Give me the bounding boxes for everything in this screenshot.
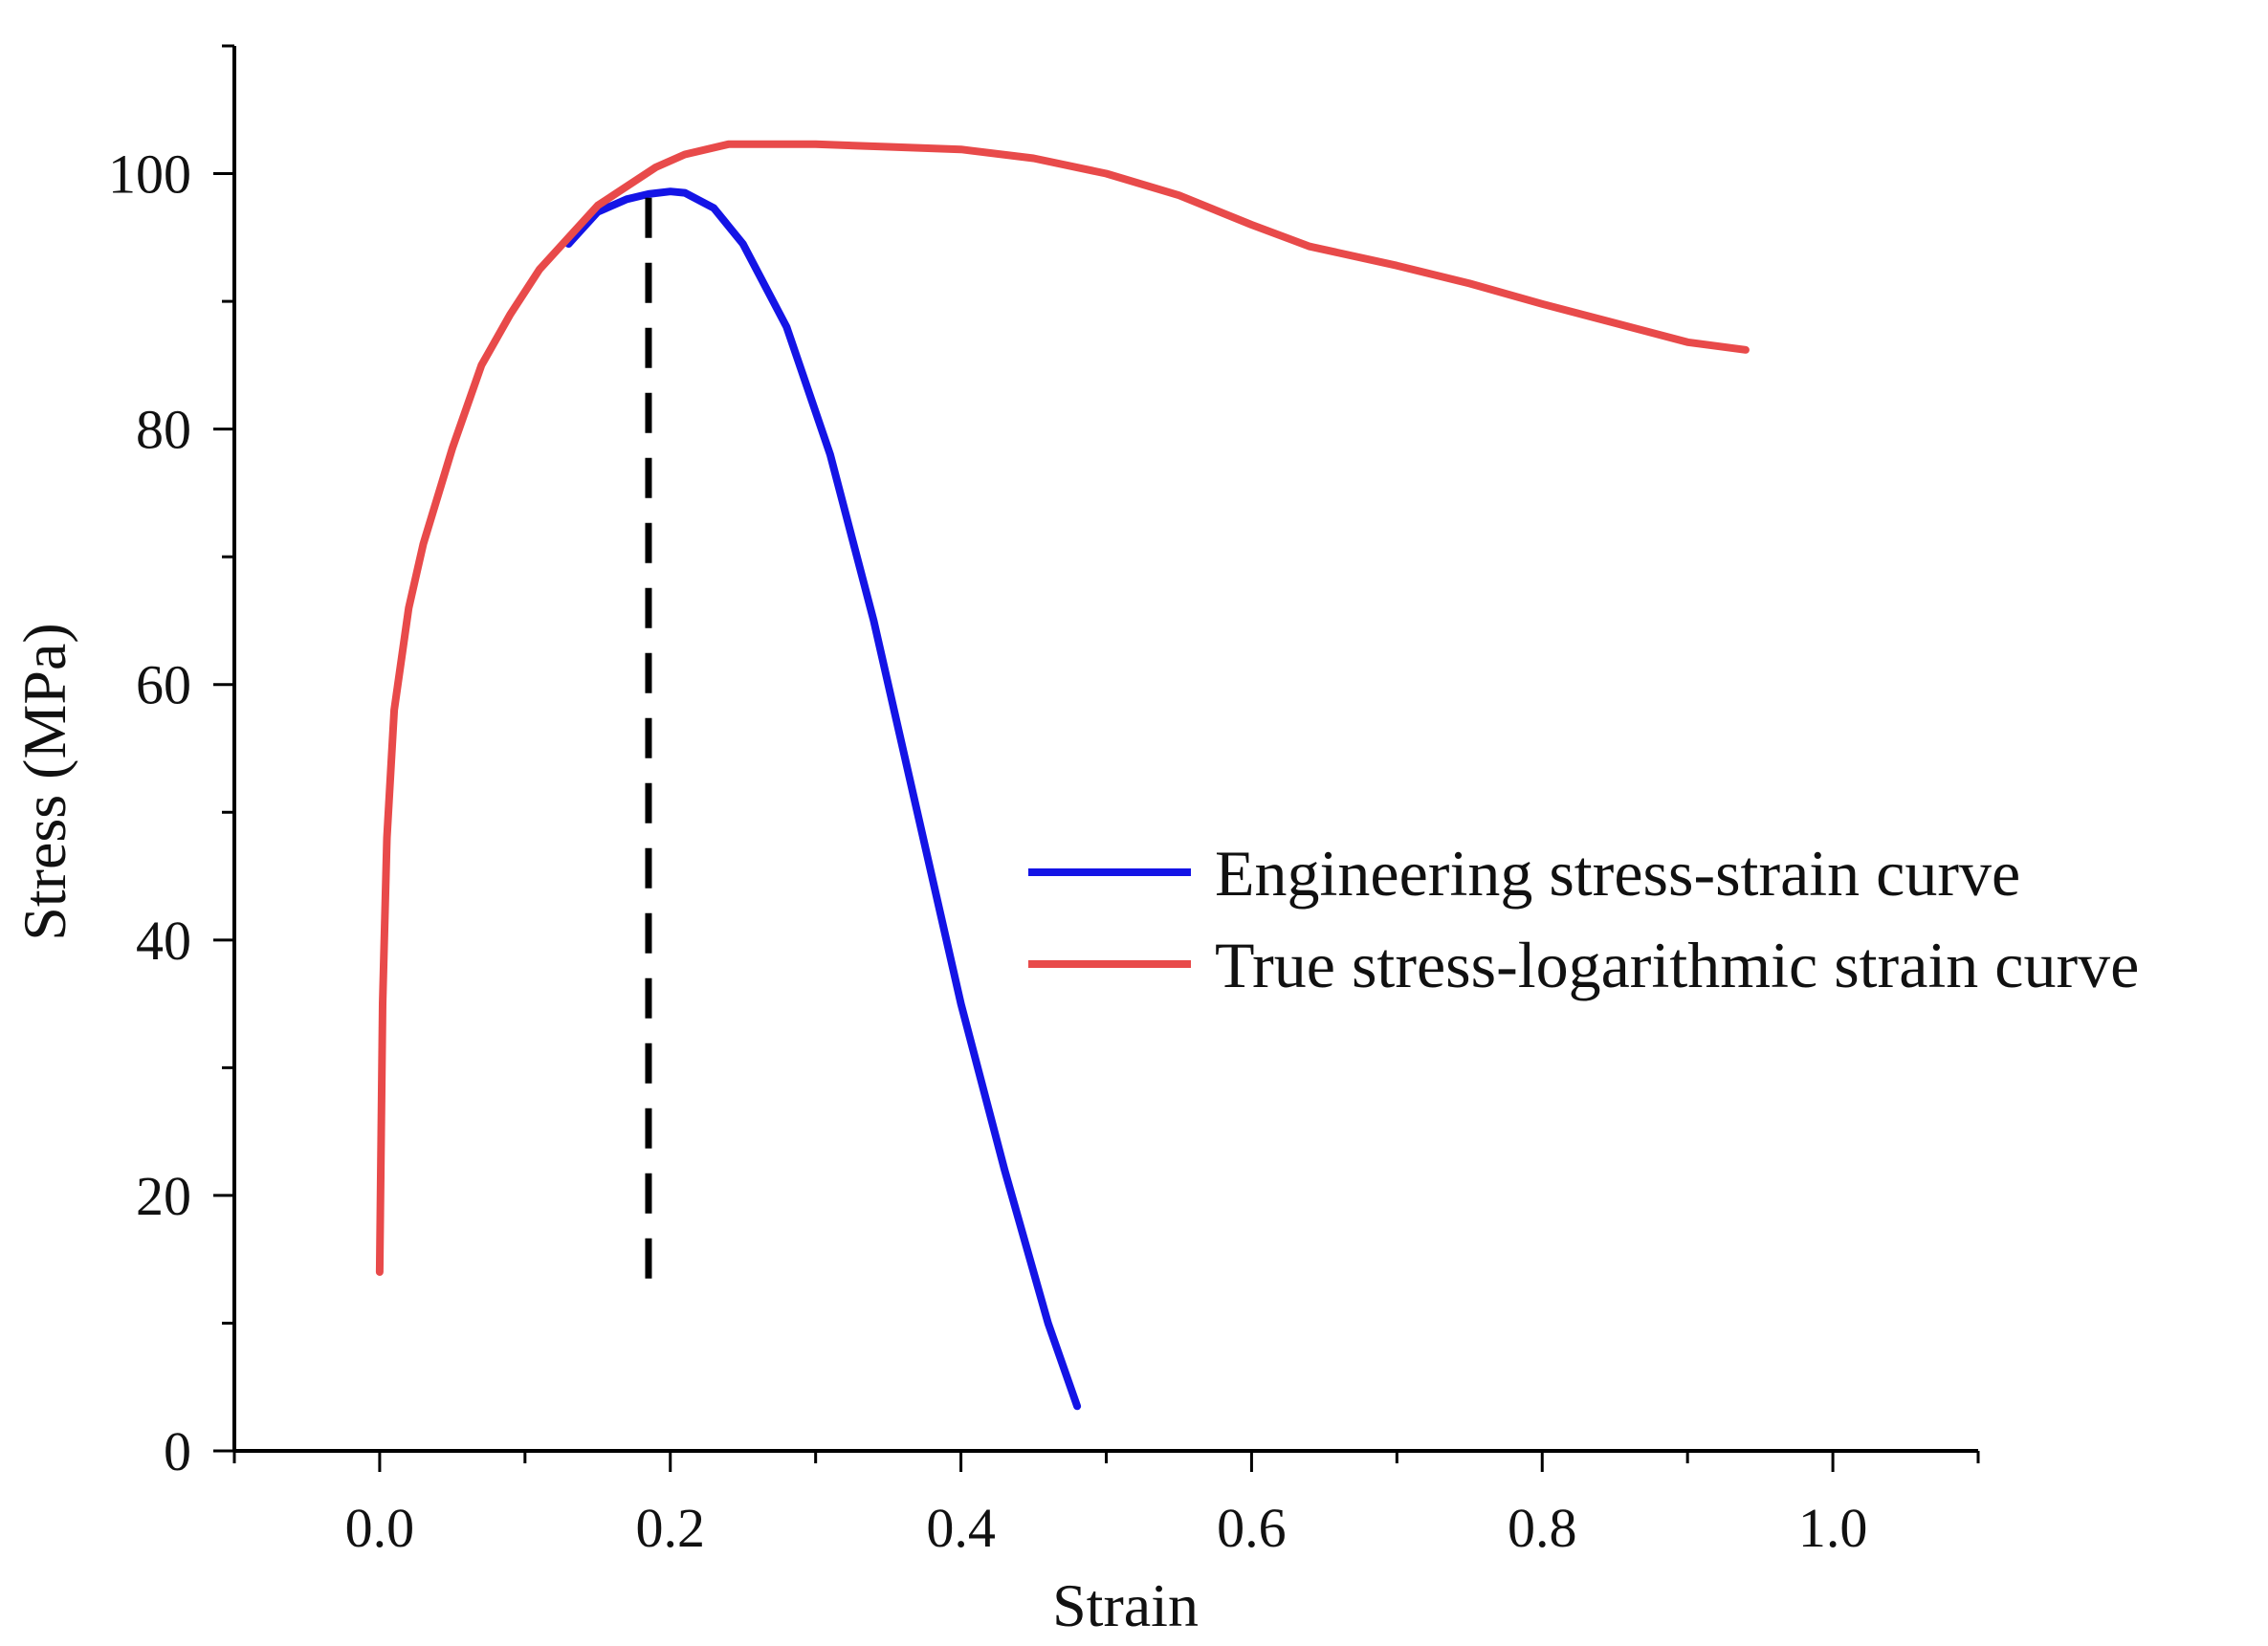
y-tick-label: 20 [136, 1165, 191, 1227]
y-tick-label: 60 [136, 654, 191, 716]
legend-label-true: True stress-logarithmic strain curve [1215, 929, 2139, 1001]
series-layer [375, 140, 1750, 1411]
x-tick-label: 0.0 [345, 1497, 415, 1559]
x-tick-label: 0.2 [636, 1497, 706, 1559]
x-tick-label: 0.8 [1508, 1497, 1577, 1559]
legend-label-engineering: Engineering stress-strain curve [1215, 837, 2020, 910]
axes [232, 46, 1978, 1453]
engineering-curve-line [564, 187, 1082, 1411]
y-tick-label: 40 [136, 910, 191, 972]
x-tick-label: 0.4 [926, 1497, 996, 1559]
axis-ticks: 0.0 0.2 0.4 0.6 0.8 1.0 0 20 40 60 80 100 [108, 44, 1980, 1559]
y-tick-label: 80 [136, 399, 191, 461]
legend: Engineering stress-strain curve True stre… [1028, 837, 2139, 1001]
x-tick-label: 1.0 [1798, 1497, 1868, 1559]
true-stress-curve-line [375, 140, 1750, 1276]
y-axis-label: Stress (MPa) [11, 623, 78, 940]
x-tick-label: 0.6 [1217, 1497, 1287, 1559]
x-axis-label: Strain [1052, 1571, 1199, 1639]
y-tick-label: 100 [108, 143, 191, 206]
y-tick-label: 0 [164, 1420, 191, 1482]
